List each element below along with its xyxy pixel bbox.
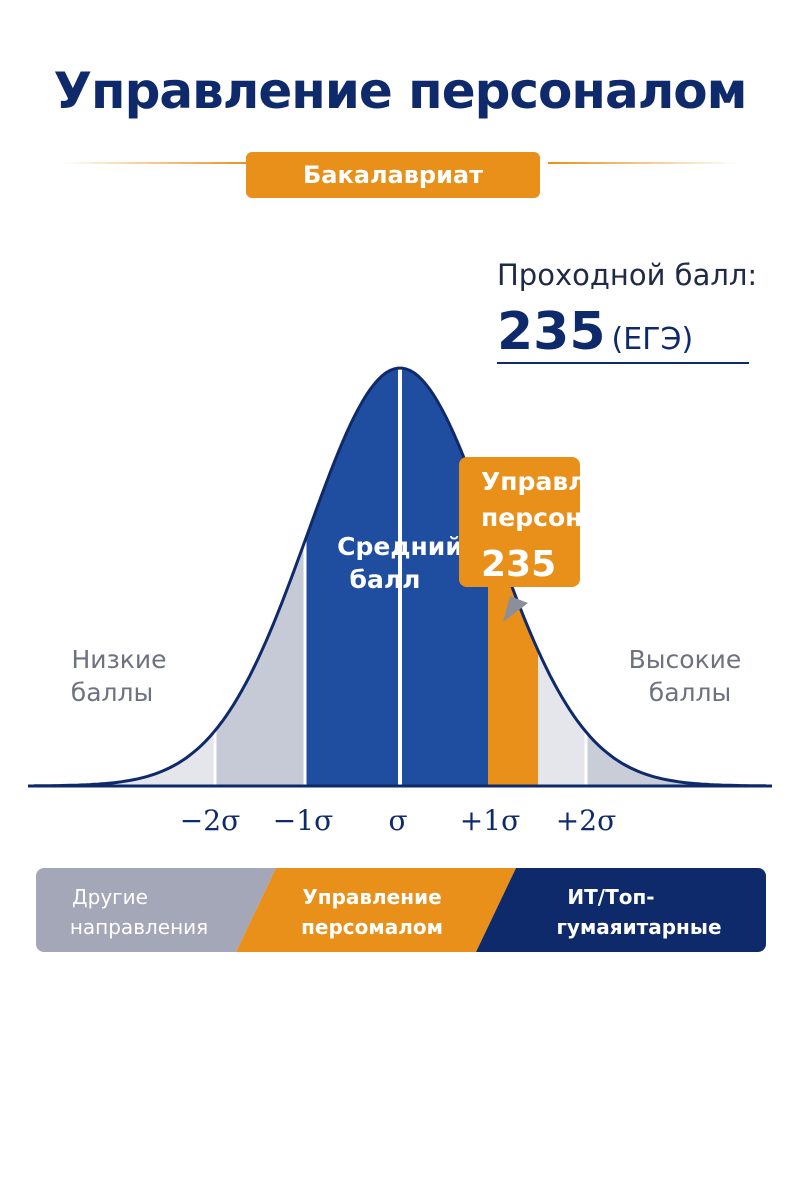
segment-it-line1: ИТ/Топ- (567, 885, 654, 909)
callout-pointer (503, 596, 528, 622)
low-scores-label-line2: баллы (71, 678, 153, 707)
page-title: Управление персоналом (53, 62, 747, 120)
segment-hr-line2: персомалом (301, 915, 443, 939)
high-scores-label-line1: Высокие (629, 645, 742, 674)
center-label-line2: балл (350, 565, 421, 594)
direction-segments: Другие направления Управление персомалом… (36, 868, 766, 952)
passing-score-underline (497, 362, 749, 364)
segment-other (36, 868, 276, 952)
degree-badge: Бакалавриат (246, 152, 540, 198)
segment-other-line1: Другие (72, 885, 148, 909)
passing-score-label: Проходной балл: (497, 258, 758, 292)
band-far-right (586, 368, 768, 786)
title-underline-right (548, 162, 738, 164)
low-scores-label-line1: Низкие (71, 645, 166, 674)
segment-it (476, 868, 766, 952)
passing-score-value: 235 (ЕГЭ) (497, 302, 693, 362)
callout-line1: Управление (481, 467, 655, 496)
bell-curve-diagram: Средний балл Низкие баллы Высокие баллы … (28, 366, 772, 837)
segment-hr-line1: Управление (302, 885, 441, 909)
tick-label-minus-2sigma: −2σ (180, 804, 240, 837)
callout-line2: персоналом (481, 503, 655, 532)
segment-it-line2: гумаяитарные (556, 915, 721, 939)
center-label-line1: Средний (337, 532, 463, 561)
sigma-axis-labels: −2σ −1σ σ +1σ +2σ (180, 804, 616, 837)
band-far-left (34, 368, 215, 786)
callout-value: 235 (481, 544, 556, 585)
bell-curve-outline (34, 366, 766, 788)
passing-score-number: 235 (497, 302, 606, 362)
tick-label-sigma: σ (388, 804, 407, 837)
passing-score-unit: (ЕГЭ) (611, 322, 694, 357)
segment-other-line2: направления (70, 915, 208, 939)
title-underline-left (62, 162, 252, 164)
tick-label-minus-1sigma: −1σ (273, 804, 333, 837)
tick-label-plus-1sigma: +1σ (460, 804, 520, 837)
tick-label-plus-2sigma: +2σ (556, 804, 616, 837)
high-scores-label-line2: баллы (649, 678, 731, 707)
segment-hr (236, 868, 516, 952)
target-callout: Управление персоналом 235 (459, 457, 655, 622)
